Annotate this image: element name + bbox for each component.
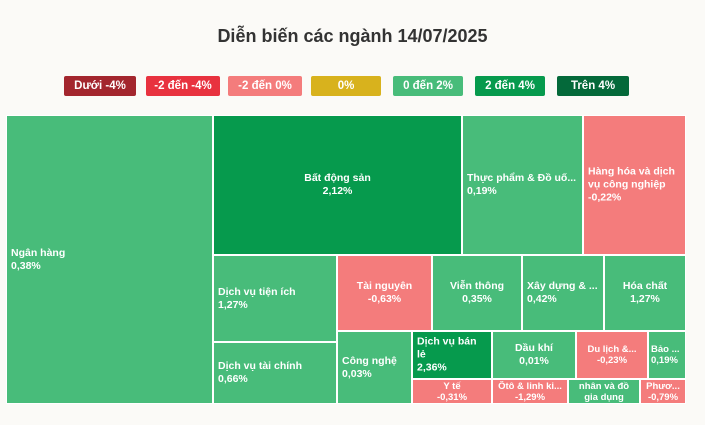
cell-name: Y tế xyxy=(443,380,461,392)
cell-text: Đồ dùng cá nhân và đồ gia dụng0,01% xyxy=(569,380,639,404)
cell-text: Dầu khí 0,01% xyxy=(493,342,575,368)
cell-name: Dầu khí xyxy=(515,342,553,354)
cell-value: 1,27% xyxy=(630,293,660,305)
cell-text: Ngân hàng 0,38% xyxy=(7,247,212,273)
cell-value: 0,19% xyxy=(467,185,497,197)
cell-text: Hóa chất 1,27% xyxy=(605,280,685,306)
cell-name: Ôtô & linh ki... xyxy=(498,380,562,392)
treemap-cell[interactable]: Thực phẩm & Đồ uố... 0,19% xyxy=(462,115,583,255)
cell-text: Bất động sản 2,12% xyxy=(214,172,461,198)
cell-name: Dịch vụ bán lẻ xyxy=(417,335,477,361)
cell-text: Bảo ... 0,19% xyxy=(649,344,685,366)
cell-value: 2,36% xyxy=(417,361,447,374)
treemap-cell[interactable]: Ngân hàng 0,38% xyxy=(6,115,213,404)
cell-value: 0,66% xyxy=(218,373,248,385)
treemap-cell[interactable]: Bất động sản 2,12% xyxy=(213,115,462,255)
cell-text: Y tế -0,31% xyxy=(413,381,491,403)
treemap-cell[interactable]: Viễn thông 0,35% xyxy=(432,255,522,331)
treemap-cell[interactable]: Công nghệ 0,03% xyxy=(337,331,412,404)
cell-name: Phươ... xyxy=(646,380,680,392)
cell-text: Dịch vụ bán lẻ 2,36% xyxy=(413,336,491,375)
cell-text: Thực phẩm & Đồ uố... 0,19% xyxy=(463,172,582,198)
cell-value: -0,63% xyxy=(367,293,402,305)
cell-name: Bảo ... xyxy=(651,344,680,355)
cell-text: Dịch vụ tiện ích 1,27% xyxy=(214,286,336,312)
treemap-cell[interactable]: Dầu khí 0,01% xyxy=(492,331,576,379)
treemap-cell[interactable]: Hàng hóa và dịch vụ công nghiệp -0,22% xyxy=(583,115,686,255)
cell-value: -1,29% xyxy=(514,391,546,403)
cell-name: Dịch vụ tiện ích xyxy=(218,285,296,298)
cell-value: 0,01% xyxy=(519,355,549,367)
cell-name: Tài nguyên xyxy=(356,280,413,292)
cell-name: Viễn thông xyxy=(449,280,505,292)
cell-value: 0,42% xyxy=(527,293,557,305)
cell-name: Công nghệ xyxy=(342,354,397,367)
cell-text: Công nghệ 0,03% xyxy=(338,355,411,381)
treemap-cell[interactable]: Hóa chất 1,27% xyxy=(604,255,686,331)
legend-item[interactable]: 2 đến 4% xyxy=(475,76,545,96)
cell-name: Xây dựng & ... xyxy=(527,280,598,292)
cell-text: Phươ... -0,79% xyxy=(641,381,685,403)
cell-value: 2,12% xyxy=(322,185,353,197)
treemap-cell[interactable]: Tài nguyên -0,63% xyxy=(337,255,432,331)
cell-name: Bất động sản xyxy=(304,172,371,184)
cell-value: -0,23% xyxy=(596,355,628,366)
treemap-cell[interactable]: Ôtô & linh ki... -1,29% xyxy=(492,379,568,404)
cell-value: 0,19% xyxy=(651,355,678,366)
cell-text: Hàng hóa và dịch vụ công nghiệp -0,22% xyxy=(584,166,685,205)
treemap-cell[interactable]: Dịch vụ tài chính 0,66% xyxy=(213,342,337,404)
cell-text: Xây dựng & ... 0,42% xyxy=(523,280,603,306)
treemap-cell[interactable]: Dịch vụ tiện ích 1,27% xyxy=(213,255,337,342)
cell-name: Thực phẩm & Đồ uố... xyxy=(467,172,577,184)
treemap-cell[interactable]: Phươ... -0,79% xyxy=(640,379,686,404)
cell-value: 0,35% xyxy=(462,293,492,305)
treemap-cell[interactable]: Dịch vụ bán lẻ 2,36% xyxy=(412,331,492,379)
cell-value: -0,79% xyxy=(647,391,679,403)
legend-item[interactable]: 0 đến 2% xyxy=(393,76,463,96)
cell-text: Viễn thông 0,35% xyxy=(433,280,521,306)
treemap-cell[interactable]: Bảo ... 0,19% xyxy=(648,331,686,379)
treemap-cell[interactable]: Y tế -0,31% xyxy=(412,379,492,404)
treemap-cell[interactable]: Xây dựng & ... 0,42% xyxy=(522,255,604,331)
cell-name: Hàng hóa và dịch vụ công nghiệp xyxy=(588,165,675,191)
legend-item[interactable]: Trên 4% xyxy=(557,76,629,96)
cell-name: Đồ dùng cá nhân và đồ gia dụng xyxy=(578,380,630,403)
cell-value: 0,01% xyxy=(571,403,637,404)
cell-text: Dịch vụ tài chính 0,66% xyxy=(214,360,336,386)
legend-item[interactable]: Dưới -4% xyxy=(64,76,136,96)
legend: Dưới -4% -2 đến -4% -2 đến 0% 0% 0 đến 2% 2 đ… xyxy=(0,76,705,96)
cell-value: 1,27% xyxy=(218,298,248,311)
cell-text: Ôtô & linh ki... -1,29% xyxy=(493,381,567,403)
cell-value: 0,03% xyxy=(342,367,372,380)
chart-title: Diễn biến các ngành 14/07/2025 xyxy=(217,26,488,46)
cell-value: -0,31% xyxy=(436,391,468,403)
cell-name: Ngân hàng xyxy=(11,246,66,259)
cell-text: Du lịch &... -0,23% xyxy=(577,344,647,366)
treemap: Ngân hàng 0,38% Bất động sản 2,12% Thực phẩm… xyxy=(6,115,686,404)
legend-item[interactable]: 0% xyxy=(311,76,381,96)
legend-item[interactable]: -2 đến 0% xyxy=(228,76,302,96)
legend-item[interactable]: -2 đến -4% xyxy=(146,76,220,96)
treemap-cell[interactable]: Đồ dùng cá nhân và đồ gia dụng0,01% xyxy=(568,379,640,404)
cell-value: -0,22% xyxy=(588,191,622,204)
treemap-cell[interactable]: Du lịch &... -0,23% xyxy=(576,331,648,379)
cell-name: Hóa chất xyxy=(622,280,668,292)
cell-name: Dịch vụ tài chính xyxy=(218,360,303,372)
cell-name: Du lịch &... xyxy=(587,344,637,355)
cell-value: 0,38% xyxy=(11,259,41,272)
cell-text: Tài nguyên -0,63% xyxy=(338,280,431,306)
